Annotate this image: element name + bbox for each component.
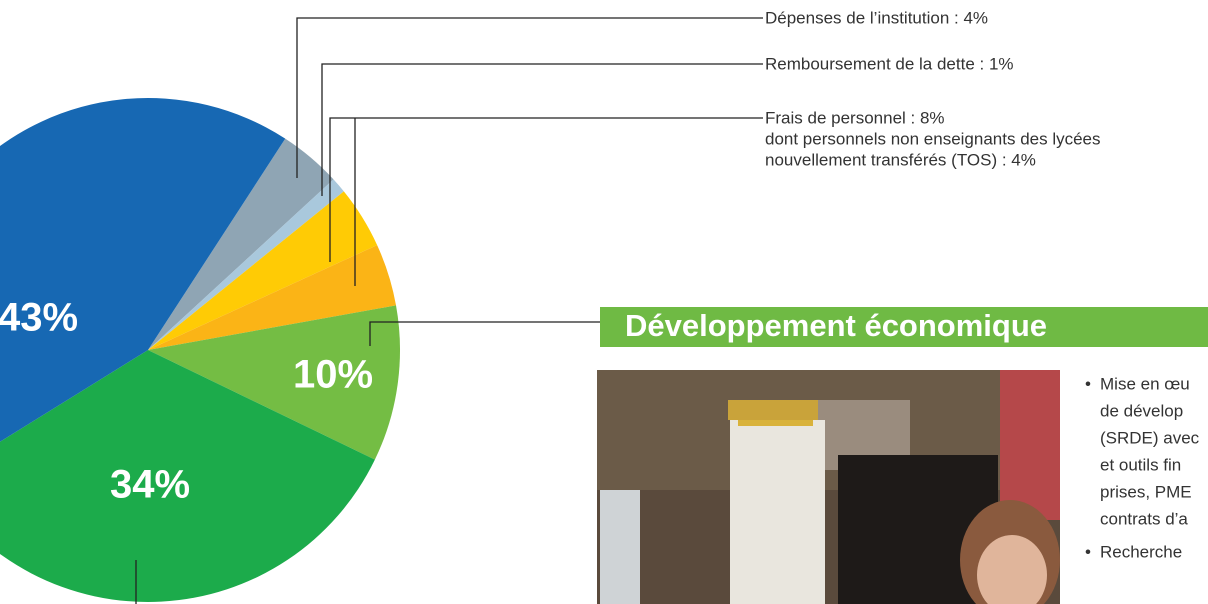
bullet: • <box>1085 542 1091 561</box>
pie: 10% 34% 43% <box>0 98 400 602</box>
leader-line <box>297 18 763 178</box>
paragraph-line: prises, PME <box>1100 482 1192 501</box>
annotation: Frais de personnel : 8% <box>765 108 945 127</box>
paragraph-line: contrats d’a <box>1100 509 1188 528</box>
paragraph-line: Recherche <box>1100 542 1182 561</box>
annotation: nouvellement transférés (TOS) : 4% <box>765 150 1036 169</box>
paragraph-line: de dévelop <box>1100 401 1183 420</box>
callout: Remboursement de la dette : 1% <box>765 54 1014 73</box>
paragraph: Mise en œu de dévelop (SRDE) avec et outils… <box>1100 374 1200 561</box>
value-label: 10% <box>293 353 373 397</box>
value-label: 34% <box>110 463 190 507</box>
value-label: 43% <box>0 296 78 340</box>
bullet: • <box>1085 374 1091 393</box>
page: 10% 34% 43% Dépenses de l’institution : 4%… <box>0 0 1208 604</box>
leader-line <box>322 64 763 196</box>
chart: 10% 34% 43% Dépenses de l’institution : 4%… <box>0 0 1208 604</box>
paragraph-line: et outils fin <box>1100 455 1181 474</box>
leader-line <box>370 322 600 346</box>
callout: Dépenses de l’institution : 4% <box>765 8 988 27</box>
paragraph-line: Mise en œu <box>1100 374 1190 393</box>
leader-line <box>330 118 763 262</box>
paragraph-line: (SRDE) avec <box>1100 428 1200 447</box>
photo <box>597 370 1060 604</box>
annotation: dont personnels non enseignants des lycé… <box>765 129 1101 148</box>
section-title: Développement économique <box>625 308 1047 343</box>
